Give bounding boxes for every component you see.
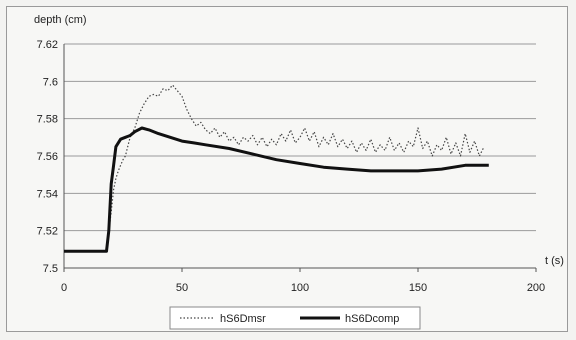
series-line-hS6Dcomp bbox=[64, 126, 489, 253]
legend-box bbox=[169, 306, 421, 330]
x-tick-label: 200 bbox=[527, 282, 545, 294]
y-tick-label: 7.62 bbox=[37, 39, 58, 51]
x-tick-label: 50 bbox=[176, 282, 188, 294]
y-tick-label: 7.58 bbox=[37, 114, 58, 126]
y-axis-label: depth (cm) bbox=[34, 14, 87, 26]
y-tick-labels: 7.5 7.52 7.54 7.56 7.58 7.6 7.62 bbox=[37, 39, 58, 275]
x-tick-labels: 0 50 100 150 200 bbox=[61, 282, 545, 294]
x-axis-label: t (s) bbox=[545, 255, 564, 267]
y-tick-label: 7.5 bbox=[43, 263, 58, 275]
y-tick-label: 7.54 bbox=[37, 188, 58, 200]
x-tick-label: 100 bbox=[291, 282, 309, 294]
chart-frame bbox=[6, 6, 568, 332]
legend-label-hS6Dmsr: hS6Dmsr bbox=[220, 313, 266, 325]
y-tick-label: 7.56 bbox=[37, 151, 58, 163]
legend: hS6Dmsr hS6Dcomp bbox=[169, 306, 421, 330]
series-lines bbox=[64, 84, 489, 253]
grid-lines bbox=[64, 43, 536, 269]
x-tick-label: 150 bbox=[409, 282, 427, 294]
x-tick-label: 0 bbox=[61, 282, 67, 294]
y-tick-label: 7.6 bbox=[43, 76, 58, 88]
series-line-hS6Dmsr bbox=[105, 84, 485, 250]
legend-label-hS6Dcomp: hS6Dcomp bbox=[345, 313, 399, 325]
y-tick-label: 7.52 bbox=[37, 226, 58, 238]
axes bbox=[63, 44, 537, 272]
